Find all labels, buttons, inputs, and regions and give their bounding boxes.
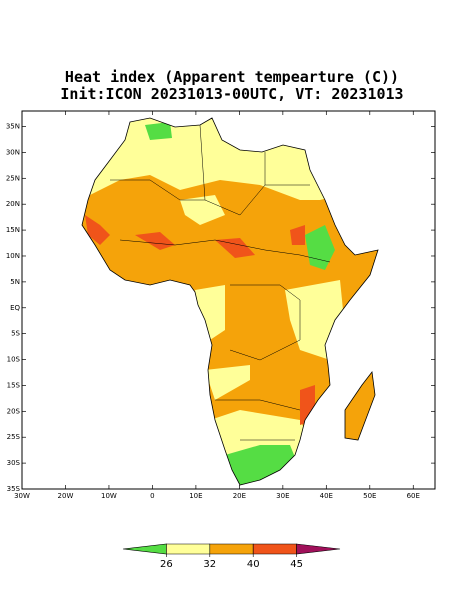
region-cool	[305, 225, 335, 270]
colorbar-segment	[122, 543, 167, 555]
y-tick-label: 30S	[7, 459, 21, 467]
title: Heat index (Apparent tempearture (C))	[65, 68, 399, 86]
region-very-hot	[85, 215, 110, 245]
y-tick-label: 20N	[6, 200, 20, 208]
region-mild	[205, 365, 250, 400]
y-tick-label: 35N	[6, 123, 20, 131]
colorbar-segment	[296, 543, 341, 555]
colorbar-label: 40	[247, 559, 260, 570]
colorbar-segment	[166, 543, 211, 555]
africa-outline	[81, 117, 379, 486]
y-tick-label: 15N	[6, 226, 20, 234]
x-tick-label: 20E	[233, 492, 246, 500]
border	[215, 399, 301, 411]
colorbar-segment	[209, 543, 254, 555]
x-tick-label: 10E	[189, 492, 202, 500]
region-very-hot	[135, 232, 175, 250]
colorbar-label: 45	[290, 559, 303, 570]
y-tick-label: 25N	[6, 174, 20, 182]
borders	[110, 124, 331, 441]
madagascar-outline	[344, 370, 376, 441]
region-very-hot	[290, 225, 305, 245]
x-tick-label: 50E	[363, 492, 376, 500]
coastline	[81, 117, 379, 486]
y-tick-label: 5N	[10, 278, 20, 286]
x-tick-label: 60E	[407, 492, 420, 500]
y-tick-label: EQ	[10, 304, 20, 312]
y-tick-label: 20S	[7, 407, 21, 415]
x-tick-label: 0	[150, 492, 154, 500]
border	[199, 124, 266, 216]
y-tick-label: 25S	[7, 433, 21, 441]
y-tick-label: 35S	[7, 485, 21, 493]
border	[119, 239, 331, 263]
border	[110, 179, 205, 201]
colorbar-label: 32	[203, 559, 216, 570]
border	[229, 284, 301, 361]
x-tick-label: 10W	[101, 492, 117, 500]
region-mild	[195, 285, 225, 340]
x-tick-label: 40E	[320, 492, 333, 500]
y-tick-label: 15S	[7, 381, 21, 389]
region-mild	[180, 195, 225, 225]
region-very-hot	[215, 238, 255, 258]
y-tick-label: 10S	[7, 356, 21, 364]
y-tick-label: 5S	[11, 330, 20, 338]
x-tick-label: 30W	[14, 492, 30, 500]
x-tick-label: 20W	[58, 492, 74, 500]
colorbar-label: 26	[160, 559, 173, 570]
y-tick-label: 30N	[6, 148, 20, 156]
subtitle: Init:ICON 20231013-00UTC, VT: 20231013	[60, 85, 403, 103]
colorbar-segment	[252, 543, 297, 555]
x-tick-label: 30E	[276, 492, 289, 500]
region-cool	[145, 122, 172, 140]
y-tick-label: 10N	[6, 252, 20, 260]
